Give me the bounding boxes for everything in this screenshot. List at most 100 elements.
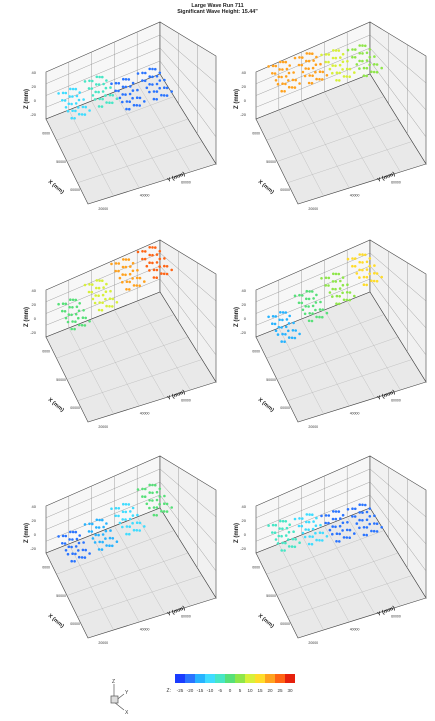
data-point — [339, 517, 342, 520]
data-point — [148, 261, 151, 264]
data-point — [128, 100, 131, 103]
data-point — [365, 59, 369, 62]
data-point — [365, 260, 369, 264]
data-point — [158, 79, 162, 82]
data-point — [315, 55, 318, 59]
data-point — [307, 520, 311, 524]
data-point — [314, 70, 317, 74]
data-point — [328, 67, 332, 71]
data-point — [128, 517, 132, 521]
grid-line — [159, 494, 217, 572]
data-point — [93, 541, 97, 544]
data-point — [104, 94, 107, 97]
data-point — [346, 60, 349, 63]
data-point — [325, 74, 329, 77]
data-point — [95, 279, 99, 282]
floor-grid-line — [276, 552, 399, 596]
data-point — [124, 258, 128, 261]
data-point — [280, 340, 283, 343]
data-point — [97, 90, 100, 94]
data-point — [160, 93, 163, 97]
data-point — [278, 527, 281, 530]
data-point — [163, 78, 166, 82]
scatter-cluster-2 — [83, 518, 119, 551]
data-point — [131, 269, 135, 273]
data-point — [77, 98, 81, 102]
data-point — [281, 311, 285, 314]
data-point — [301, 517, 304, 520]
data-point — [315, 538, 318, 542]
grid-line — [255, 265, 371, 314]
data-point — [114, 269, 117, 273]
data-point — [318, 70, 322, 73]
data-point — [307, 542, 311, 546]
data-point — [293, 294, 297, 298]
data-point — [341, 283, 345, 287]
data-point — [327, 514, 331, 517]
data-point — [288, 523, 291, 526]
data-point — [293, 517, 297, 521]
data-point — [111, 544, 114, 548]
data-point — [117, 514, 120, 518]
data-point — [362, 533, 366, 537]
data-point — [311, 535, 314, 538]
data-point — [97, 286, 101, 290]
data-point — [111, 297, 115, 301]
data-point — [361, 511, 364, 514]
data-point — [97, 526, 101, 529]
scatter-panel-bottom-right: 40 20 0 -20 Z (mm) 0000 50000 00000 X (mm) 20000 4… — [228, 448, 428, 658]
z-axis-label: Z (mm) — [24, 89, 30, 109]
data-point — [311, 290, 314, 293]
data-point — [69, 87, 72, 91]
data-point — [324, 60, 327, 64]
data-point — [284, 541, 287, 545]
scatter-cluster-3 — [110, 502, 146, 536]
z-tick-label: -20 — [30, 546, 37, 551]
data-point — [304, 528, 307, 531]
data-point — [111, 537, 115, 540]
x-tick-label: 50000 — [56, 160, 66, 164]
z-tick-label: -20 — [240, 330, 247, 335]
data-point — [61, 542, 64, 545]
data-point — [88, 283, 91, 286]
data-point — [91, 522, 94, 526]
x-tick-label: 0000 — [252, 132, 260, 136]
data-point — [71, 320, 74, 323]
data-point — [287, 545, 291, 548]
data-point — [287, 329, 290, 333]
data-point — [354, 48, 357, 51]
data-point — [70, 559, 73, 563]
data-point — [82, 541, 85, 544]
data-point — [165, 502, 169, 506]
data-point — [158, 487, 162, 491]
data-point — [104, 290, 108, 293]
data-point — [303, 535, 307, 539]
data-point — [67, 102, 71, 106]
z-tick-label: 20 — [32, 518, 37, 523]
data-point — [69, 298, 72, 301]
data-point — [341, 52, 345, 56]
x-tick-label: 50000 — [266, 378, 276, 382]
data-point — [362, 526, 366, 529]
data-point — [365, 268, 369, 271]
data-point — [355, 522, 359, 525]
grid-line — [45, 252, 161, 302]
data-point — [95, 526, 98, 529]
z-tick-label: -20 — [240, 546, 247, 551]
scatter-cluster-1 — [57, 87, 91, 120]
x-tick-label: 0000 — [42, 350, 50, 354]
data-point — [110, 262, 113, 266]
data-point — [279, 60, 282, 64]
grid-line — [369, 252, 427, 302]
floor-grid-line — [287, 359, 413, 401]
data-point — [138, 284, 141, 287]
data-point — [311, 312, 314, 315]
data-point — [368, 507, 372, 510]
x-tick-label: 00000 — [280, 622, 290, 626]
data-point — [355, 63, 359, 66]
data-point — [365, 51, 369, 55]
data-point — [368, 63, 371, 67]
data-point — [331, 295, 334, 298]
data-point — [151, 253, 154, 257]
data-point — [129, 85, 132, 88]
